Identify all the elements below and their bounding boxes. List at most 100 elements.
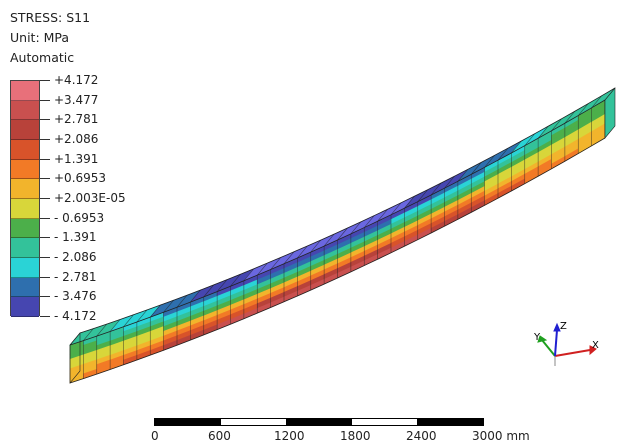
mesh-line [591, 95, 602, 109]
legend-tick [40, 276, 50, 278]
legend-value: - 3.476 [54, 289, 97, 304]
scale-bar-label: 0 [151, 429, 159, 443]
mesh-line [444, 176, 455, 189]
scale-bar-label: 1200 [274, 429, 305, 443]
legend-tick [40, 119, 50, 121]
legend-swatch [11, 258, 39, 278]
scale-bar-label: 3000 mm [472, 429, 530, 443]
beam-edge [79, 87, 616, 334]
mesh-line [564, 111, 576, 124]
legend-value: +4.172 [54, 73, 99, 87]
legend-value: +2.003E-05 [54, 191, 126, 205]
mesh-line [350, 221, 362, 235]
mesh-line [136, 309, 148, 323]
axis-triad: X Y Z [533, 321, 599, 366]
legend-swatch [11, 297, 39, 317]
scale-bar-label: 1800 [340, 429, 371, 443]
mesh-line [230, 274, 241, 287]
mesh-line [417, 189, 428, 202]
scale-bar-label: 2400 [406, 429, 437, 443]
mesh-line [257, 262, 268, 276]
legend-tick [40, 80, 50, 81]
unit-label: Unit: MPa [10, 30, 70, 45]
mesh-line [551, 118, 562, 131]
legend-swatch [11, 140, 39, 160]
mesh-line [310, 239, 321, 253]
mesh-line [150, 304, 161, 318]
legend-swatch [11, 159, 39, 180]
mesh-line [578, 103, 589, 116]
z-axis-label: Z [560, 321, 567, 332]
y-axis-label: Y [533, 332, 541, 343]
x-arrow-icon [589, 345, 597, 356]
mesh-line [203, 284, 214, 298]
legend-value: +0.6953 [54, 171, 107, 186]
z-axis-icon [554, 329, 558, 357]
mesh-line [216, 279, 228, 292]
legend-value: +1.391 [54, 151, 99, 166]
mesh-line [163, 300, 174, 313]
legend-swatch [11, 179, 39, 199]
legend-value: - 1.391 [54, 230, 97, 245]
legend-value: - 4.172 [54, 309, 97, 323]
mesh-line [176, 295, 188, 308]
mesh-line [404, 196, 415, 209]
legend-tick [40, 257, 50, 258]
x-axis-icon [554, 349, 591, 357]
beam-end-face [69, 332, 81, 384]
mesh-line [364, 215, 375, 228]
legend-value: +2.086 [54, 132, 99, 146]
z-arrow-icon [553, 322, 561, 332]
legend-tick [40, 198, 50, 199]
mesh-line [430, 182, 442, 196]
mesh-line [457, 169, 469, 182]
range-mode-label: Automatic [10, 50, 75, 65]
beam-end-face [604, 87, 616, 139]
mesh-line [484, 155, 495, 168]
legend-tick [40, 237, 50, 239]
mesh-line [337, 227, 348, 241]
beam-edge [69, 137, 606, 384]
legend-tick [40, 178, 50, 180]
legend-swatch [11, 100, 39, 121]
legend-swatch [11, 199, 39, 219]
mesh-line [524, 133, 535, 146]
legend-value: - 2.781 [54, 269, 97, 284]
mesh-line [537, 126, 549, 139]
legend-tick [40, 296, 50, 298]
legend-tick [40, 158, 50, 160]
legend-tick [40, 99, 50, 101]
mesh-line [283, 251, 295, 264]
mesh-line [471, 162, 482, 175]
y-arrow-icon [537, 335, 548, 343]
legend-swatch [11, 238, 39, 258]
legend-tick [40, 316, 50, 317]
mesh-line [83, 328, 94, 341]
mesh-line [123, 314, 134, 327]
legend-value: - 0.6953 [54, 210, 105, 225]
legend-swatch [11, 120, 39, 140]
scale-bar [154, 418, 484, 426]
mesh-line [377, 209, 388, 222]
mesh-line [390, 202, 402, 215]
beam-edge [69, 99, 606, 346]
mesh-line [243, 268, 255, 281]
legend-swatch [11, 277, 39, 298]
y-axis-icon [541, 339, 556, 357]
mesh-line [270, 257, 281, 270]
mesh-line [323, 233, 335, 247]
x-axis-label: X [592, 340, 599, 351]
mesh-line [190, 289, 201, 303]
mesh-line [511, 140, 522, 154]
mesh-line [497, 148, 509, 161]
scale-bar-label: 600 [208, 429, 231, 443]
legend-tick [40, 139, 50, 140]
legend-tick [40, 217, 50, 219]
mesh-line [109, 319, 121, 332]
mesh-line [297, 245, 308, 259]
legend-swatch [11, 81, 39, 101]
legend-value: +2.781 [54, 112, 99, 127]
legend-swatch [11, 218, 39, 239]
legend-value: - 2.086 [54, 250, 97, 264]
